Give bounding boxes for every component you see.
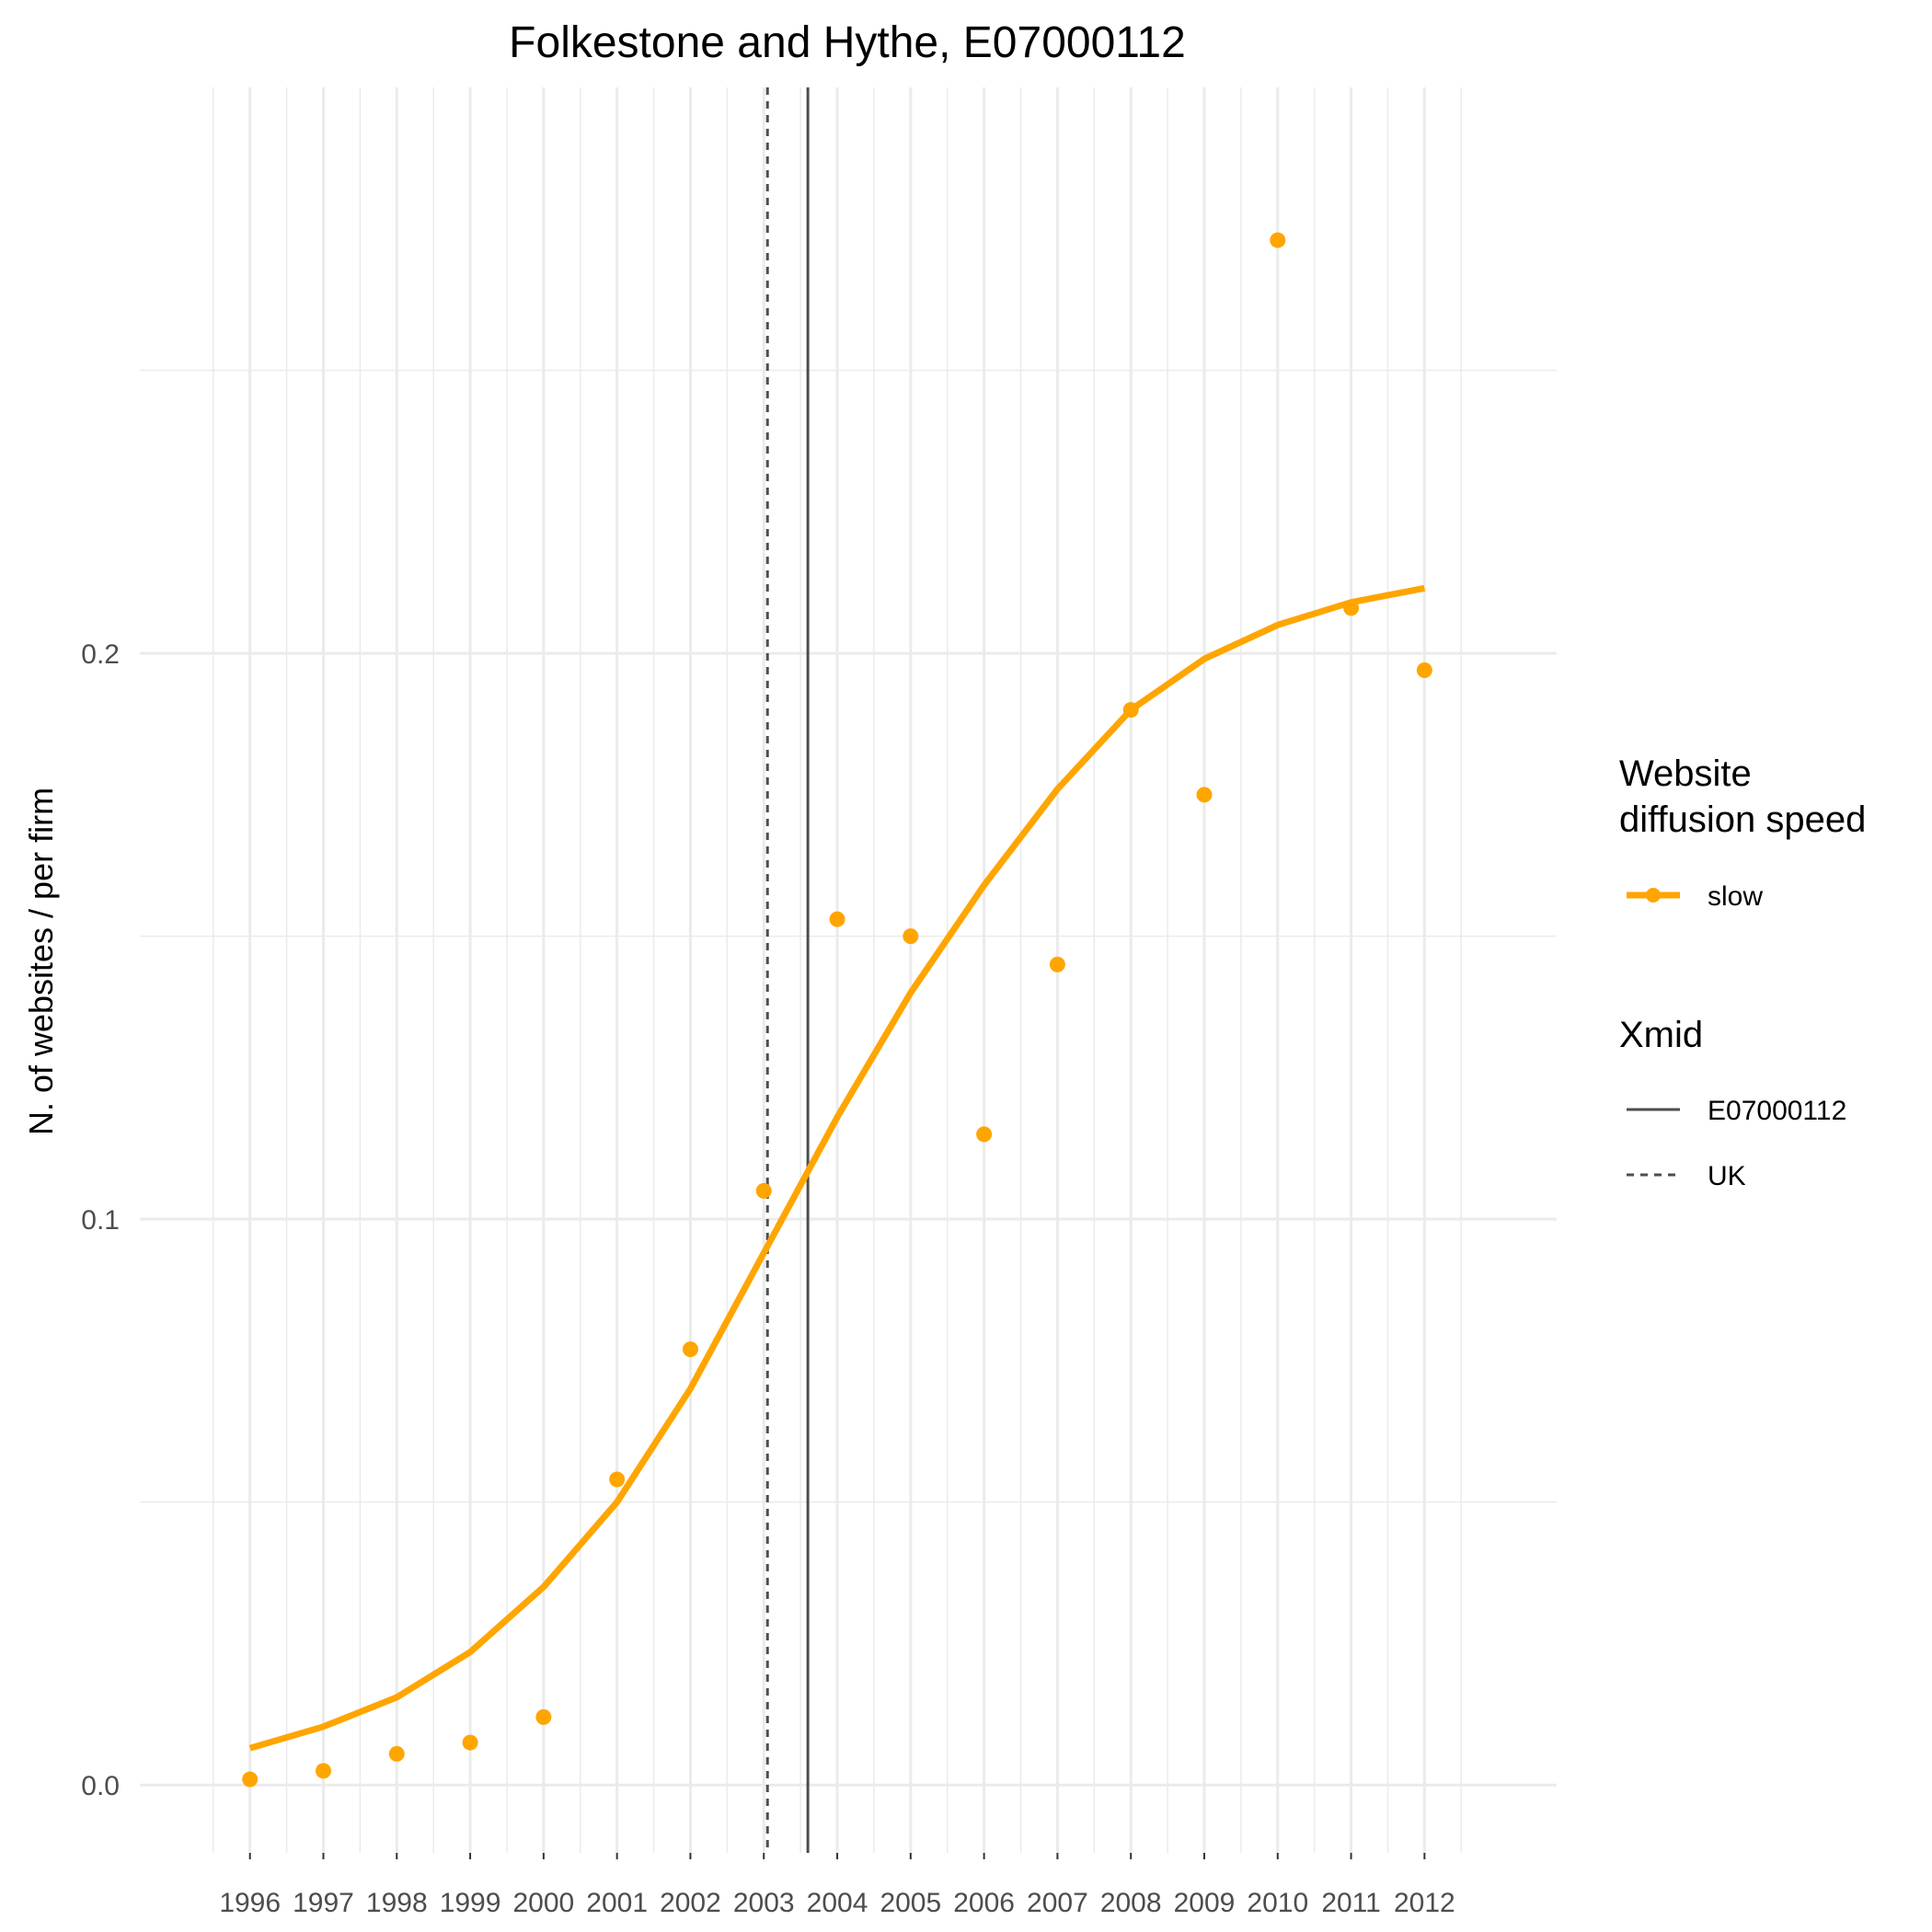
data-point-slow-1999 [462, 1734, 478, 1751]
legend-label-e07000112: E07000112 [1708, 1096, 1846, 1126]
x-tick-label-1997: 1997 [293, 1888, 354, 1918]
fit-line-slow [248, 584, 1426, 1752]
data-point-slow-2006 [976, 1126, 993, 1143]
data-point-slow-2011 [1343, 600, 1360, 616]
x-tick-label-1996: 1996 [219, 1888, 281, 1918]
y-axis-title: N. of websites / per firm [22, 788, 60, 1135]
x-tick-label-2005: 2005 [880, 1888, 941, 1918]
y-axis: 0.0 0.1 0.2 [81, 639, 120, 1801]
x-tick-label-2004: 2004 [807, 1888, 868, 1918]
legend-key-slow-point [1646, 888, 1661, 903]
data-point-slow-2002 [682, 1341, 698, 1358]
series-layer [242, 232, 1432, 1788]
grid [140, 87, 1557, 1853]
y-tick-label-0.1: 0.1 [81, 1205, 120, 1236]
legend-label-uk: UK [1708, 1161, 1746, 1191]
x-tick-label-2007: 2007 [1027, 1888, 1088, 1918]
reference-lines [765, 87, 810, 1853]
chart-title: Folkestone and Hythe, E07000112 [509, 18, 1186, 67]
legend-title-speed-line1: Website [1619, 753, 1752, 794]
data-point-slow-2008 [1122, 702, 1139, 719]
data-point-slow-1996 [242, 1771, 259, 1788]
x-tick-label-2008: 2008 [1100, 1888, 1162, 1918]
x-tick-label-2003: 2003 [733, 1888, 795, 1918]
data-point-slow-2010 [1270, 232, 1286, 248]
x-tick-label-2011: 2011 [1321, 1888, 1381, 1918]
legend-label-slow: slow [1708, 881, 1763, 912]
data-point-slow-2007 [1049, 956, 1065, 972]
legend-title-xmid: Xmid [1619, 1015, 1703, 1055]
data-point-slow-2005 [903, 928, 919, 945]
data-point-slow-2003 [755, 1182, 772, 1199]
x-tick-label-2001: 2001 [586, 1888, 648, 1918]
x-tick-label-1998: 1998 [366, 1888, 428, 1918]
legend: Website diffusion speed slow Xmid E07000… [1619, 753, 1866, 1191]
data-point-slow-1997 [315, 1763, 331, 1779]
x-tick-label-2002: 2002 [660, 1888, 721, 1918]
y-tick-label-0.2: 0.2 [81, 639, 120, 670]
data-point-slow-2009 [1196, 787, 1213, 803]
data-point-slow-2012 [1416, 662, 1432, 679]
legend-title-speed-line2: diffusion speed [1619, 799, 1866, 840]
x-tick-label-2010: 2010 [1247, 1888, 1308, 1918]
x-tick-label-2012: 2012 [1394, 1888, 1455, 1918]
x-tick-label-2000: 2000 [512, 1888, 574, 1918]
x-tick-label-2006: 2006 [953, 1888, 1015, 1918]
y-tick-label-0.0: 0.0 [81, 1771, 120, 1801]
x-tick-label-2009: 2009 [1174, 1888, 1236, 1918]
data-point-slow-1998 [388, 1745, 405, 1762]
x-axis: 1996 1997 1998 1999 2000 2001 2002 2003 2004 2005… [219, 1853, 1455, 1918]
data-point-slow-2000 [535, 1708, 552, 1725]
data-point-slow-2004 [829, 911, 845, 927]
data-point-slow-2001 [609, 1471, 626, 1488]
x-tick-label-1999: 1999 [440, 1888, 501, 1918]
